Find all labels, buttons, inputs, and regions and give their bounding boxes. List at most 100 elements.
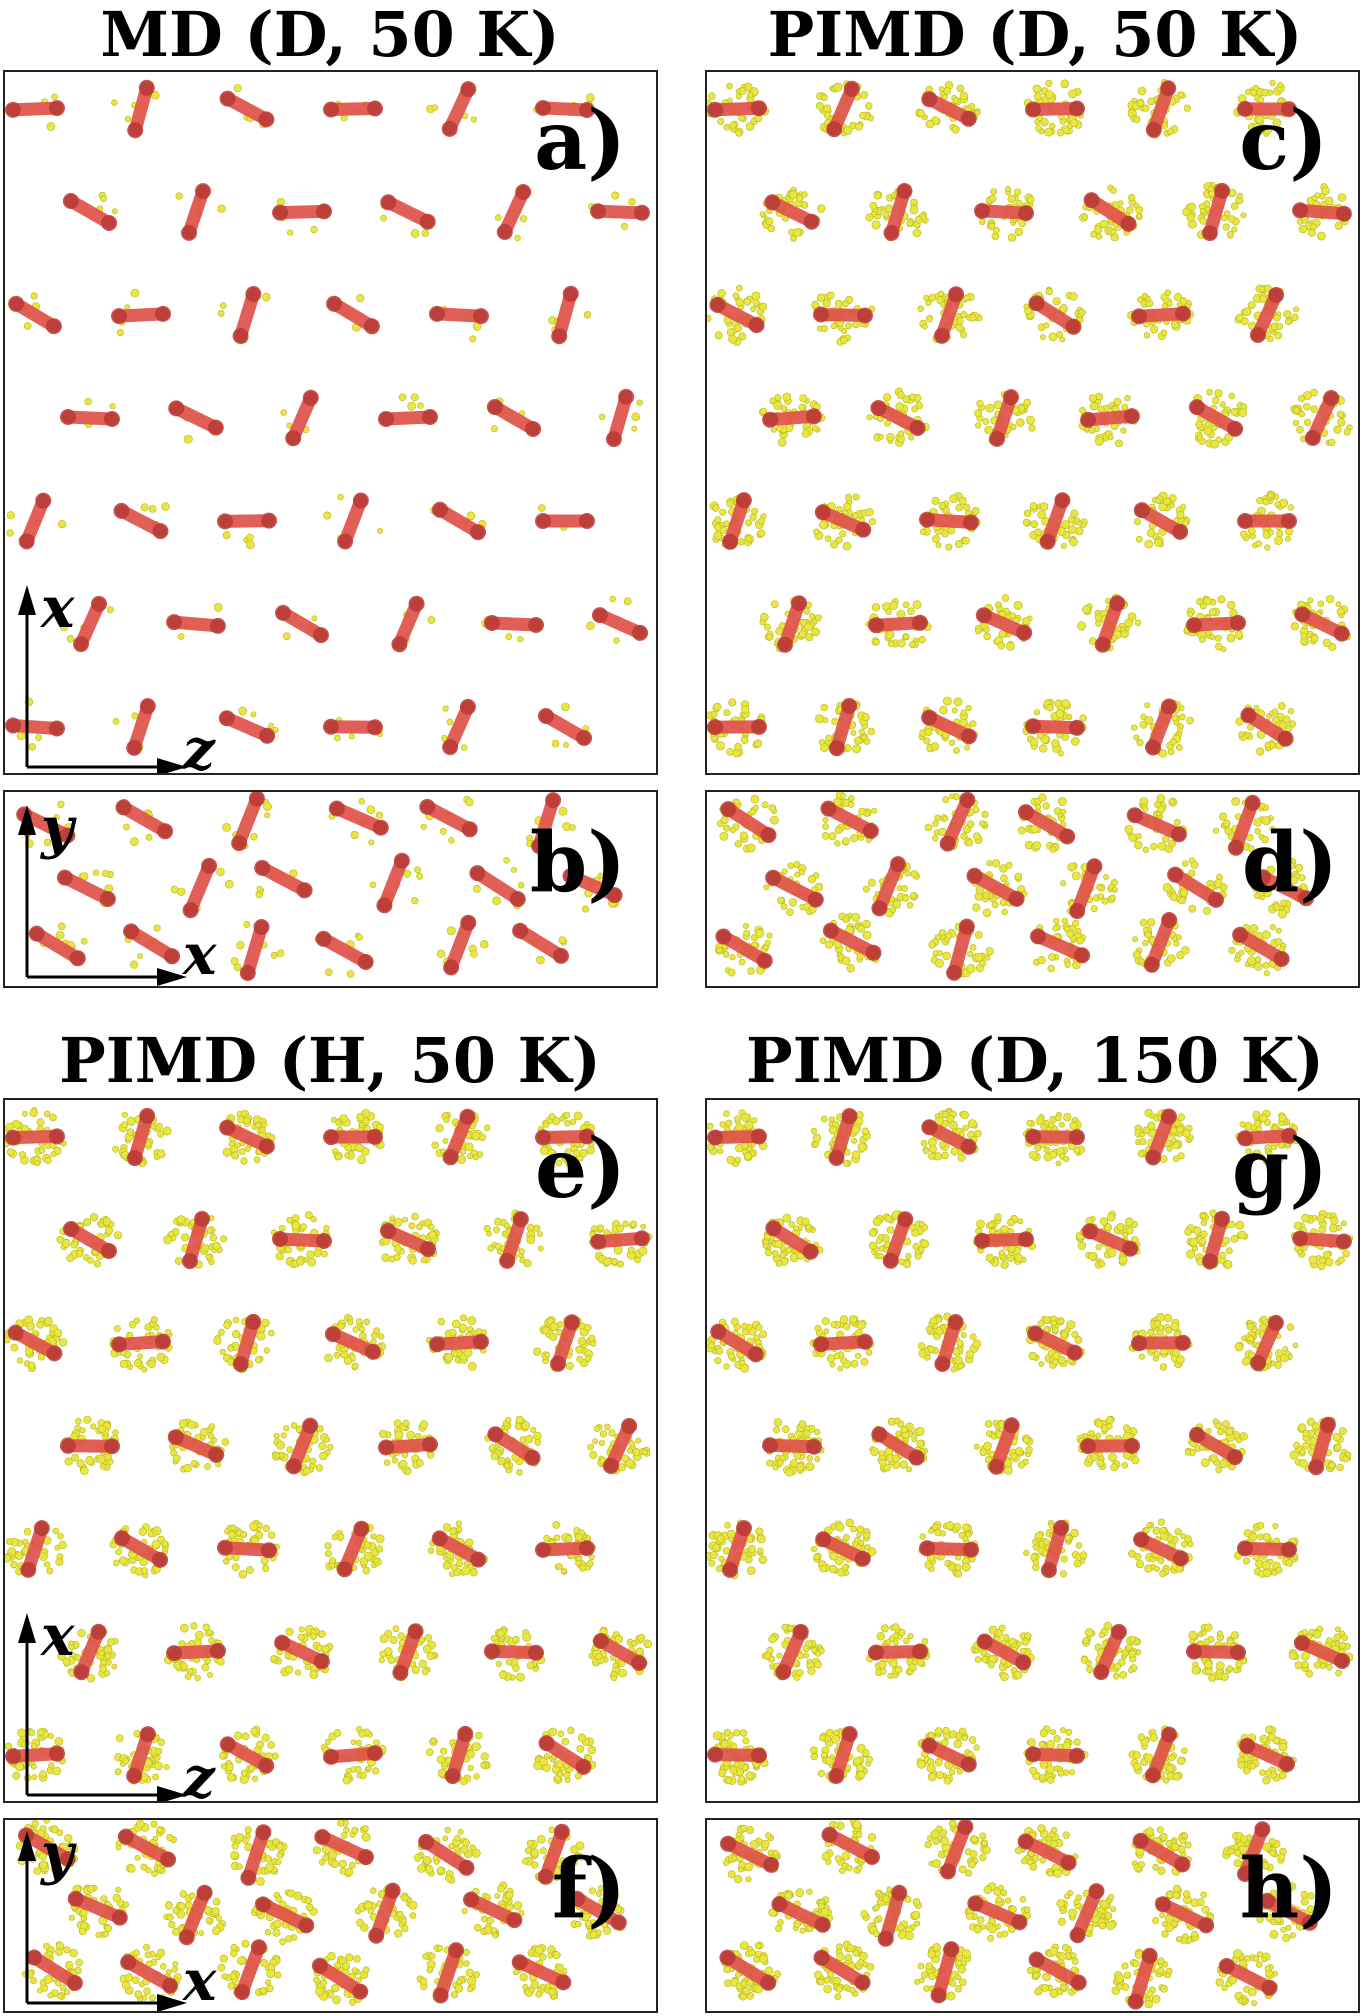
bead	[217, 204, 226, 213]
bead	[503, 1222, 510, 1229]
molecule	[28, 922, 88, 967]
bead	[470, 116, 477, 123]
bead	[39, 1770, 47, 1778]
bead	[586, 1560, 594, 1568]
bead	[309, 1632, 318, 1640]
bead	[272, 726, 279, 733]
molecule	[483, 1209, 544, 1269]
molecule-atom	[748, 317, 765, 334]
bead	[579, 1564, 587, 1572]
bead	[365, 1765, 372, 1772]
bead	[1022, 518, 1031, 527]
bead	[834, 299, 843, 308]
bead	[1176, 510, 1185, 519]
bead	[1121, 403, 1129, 411]
bead	[901, 885, 908, 892]
bead	[1124, 395, 1131, 402]
bead	[442, 1561, 451, 1570]
molecule-atom	[460, 81, 477, 98]
molecule-atom	[217, 513, 233, 530]
bead	[916, 109, 925, 118]
bead	[1175, 744, 1183, 751]
bead	[1247, 956, 1256, 965]
bead	[442, 1523, 452, 1532]
bead	[436, 1755, 446, 1764]
bead	[428, 1231, 437, 1240]
bead	[1131, 724, 1138, 731]
bead	[310, 225, 318, 234]
panel-b: b) y x	[3, 790, 658, 988]
bead	[174, 1257, 183, 1265]
bead	[723, 520, 730, 527]
bead	[626, 1447, 633, 1454]
bead	[629, 1220, 637, 1228]
bead	[790, 235, 797, 242]
bead	[597, 872, 605, 880]
bead	[716, 946, 723, 954]
molecule-atom	[99, 891, 116, 907]
bead	[1196, 434, 1203, 441]
bead	[10, 1343, 19, 1352]
bead	[5, 1742, 13, 1750]
molecule-atom	[313, 627, 329, 644]
bead	[1007, 194, 1016, 204]
bead	[1261, 930, 1271, 940]
bead	[834, 826, 843, 835]
bead	[459, 1148, 467, 1155]
bead	[216, 867, 225, 877]
molecule-bond	[317, 932, 373, 969]
bead	[921, 323, 928, 330]
molecule-atom	[408, 595, 425, 612]
molecule-atom	[707, 101, 723, 118]
molecule-atom	[1268, 287, 1285, 303]
bead	[1186, 716, 1194, 725]
bead	[736, 284, 743, 292]
bead	[306, 1250, 315, 1259]
bead	[1274, 501, 1281, 508]
bead	[1235, 313, 1244, 322]
molecule-atom	[328, 800, 345, 817]
bead	[1284, 318, 1292, 325]
molecule-atom	[1025, 101, 1041, 118]
panel-a-label: a)	[534, 93, 626, 189]
molecule	[974, 594, 1033, 651]
molecule	[1017, 793, 1076, 853]
bead	[68, 1643, 75, 1651]
molecule-atom	[1240, 707, 1257, 724]
molecule-atom	[1335, 205, 1352, 222]
molecule	[1290, 594, 1352, 651]
panel-e: e) x z	[3, 1098, 658, 1803]
bead	[751, 291, 761, 301]
molecule-atom	[1074, 947, 1091, 964]
molecule-atom	[272, 1231, 288, 1247]
molecule	[426, 81, 477, 137]
bead	[883, 393, 892, 402]
bead	[643, 1639, 653, 1649]
molecule-atom	[602, 1458, 619, 1474]
bead	[939, 705, 948, 715]
molecule	[113, 502, 170, 540]
molecule-atom	[1323, 390, 1340, 406]
bead	[1254, 828, 1261, 835]
molecule-atom	[274, 1634, 291, 1651]
bead	[1177, 91, 1184, 98]
bead	[31, 1773, 38, 1780]
molecule-atom	[253, 919, 270, 935]
molecule	[219, 1109, 276, 1165]
bead	[1157, 841, 1167, 851]
bead	[1135, 535, 1143, 543]
molecule-atom	[337, 533, 354, 550]
molecule-atom	[1109, 595, 1126, 612]
bead	[285, 1627, 294, 1636]
bead	[960, 709, 967, 716]
molecule-atom	[208, 1446, 225, 1463]
bead	[729, 954, 736, 961]
bead	[261, 1318, 270, 1328]
bead	[979, 820, 986, 827]
bead	[1261, 835, 1269, 844]
bead	[1263, 970, 1270, 977]
bead	[975, 422, 982, 429]
bead	[1133, 518, 1141, 526]
bead	[1211, 424, 1218, 431]
bead	[1004, 185, 1011, 192]
